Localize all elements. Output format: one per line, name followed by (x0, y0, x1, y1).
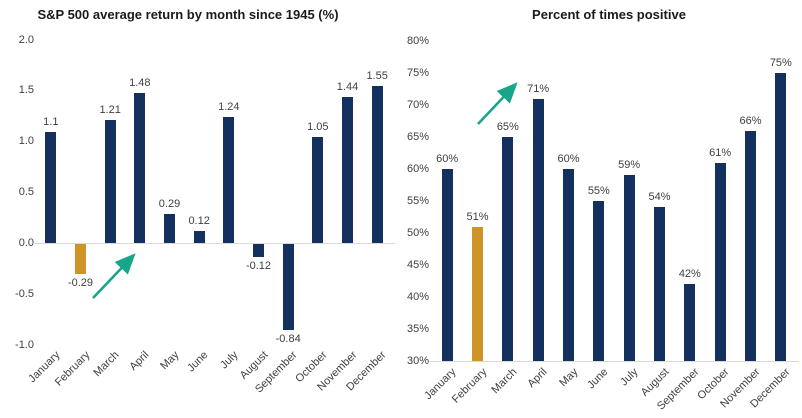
bar-april (532, 98, 544, 361)
bar-july (223, 117, 235, 244)
chart-title: Percent of times positive (532, 7, 686, 22)
y-axis-tick-label: 70% (406, 98, 429, 111)
bar-value-label: 66% (739, 114, 762, 127)
bar-value-label: 1.55 (366, 69, 388, 82)
bar-january (45, 131, 57, 244)
bar-value-label: 51% (466, 210, 489, 223)
bar-july (623, 175, 635, 361)
bar-december (371, 85, 383, 244)
bar-value-label: 65% (496, 121, 519, 133)
y-axis-tick-label: 60% (406, 162, 429, 175)
y-axis-tick-label: 65% (406, 130, 429, 143)
bar-value-label: 42% (678, 268, 701, 281)
bar-june (593, 201, 605, 361)
percent-positive-chart: Percent of times positive 80% 75% 70% 65% 60… (400, 0, 802, 418)
y-axis-tick-label: 35% (406, 322, 429, 335)
bar-value-label: 1.44 (336, 80, 359, 93)
bar-march (104, 120, 116, 244)
bar-value-label: 1.1 (43, 115, 59, 128)
bar-june (193, 231, 205, 244)
x-axis-line (429, 361, 799, 362)
bar-august (253, 244, 264, 257)
bar-value-label: -0.84 (275, 332, 301, 345)
bar-value-label: 59% (618, 159, 641, 172)
y-axis-tick-label: 45% (406, 258, 429, 271)
bar-january (441, 169, 453, 361)
y-axis-tick-label: 75% (406, 66, 429, 79)
y-axis-tick-label: 80% (406, 34, 429, 47)
y-axis-tick-label: 0.5 (18, 186, 34, 198)
bar-april (134, 92, 146, 244)
bar-value-label: -0.12 (245, 259, 272, 272)
bar-february (472, 226, 483, 361)
bar-august (654, 207, 665, 361)
bar-may (164, 213, 175, 244)
y-axis-tick-label: 40% (406, 290, 429, 303)
bar-november (342, 96, 353, 244)
bar-march (502, 137, 514, 361)
bar-october (714, 162, 726, 361)
bar-value-label: 0.29 (158, 197, 181, 210)
bar-february (75, 244, 86, 274)
bar-value-label: 0.12 (188, 215, 210, 228)
bar-december (775, 73, 787, 361)
chart-title: S&P 500 average return by month since 19… (37, 7, 339, 22)
bar-value-label: 61% (709, 146, 732, 159)
bar-september (684, 284, 696, 361)
bar-value-label: 71% (527, 82, 550, 95)
y-axis-tick-label: 30% (406, 354, 429, 367)
bar-value-label: 1.48 (129, 76, 151, 89)
y-axis-tick-label: 55% (406, 194, 429, 207)
y-axis-tick-label: 1.5 (18, 84, 34, 97)
bar-november (745, 130, 756, 361)
bar-value-label: 60% (557, 153, 580, 165)
bar-september (282, 244, 294, 330)
y-axis-tick-label: -0.5 (15, 287, 34, 300)
bar-value-label: -0.29 (67, 276, 94, 289)
bar-value-label: 54% (648, 191, 671, 204)
y-axis-tick-label: 1.0 (18, 135, 34, 148)
bar-value-label: 55% (587, 185, 610, 197)
bar-value-label: 1.05 (307, 120, 329, 133)
bar-october (312, 136, 324, 244)
y-axis-tick-label: 0.0 (18, 236, 34, 249)
y-axis-tick-label: 2.0 (18, 33, 34, 46)
x-axis-line (33, 243, 395, 245)
bar-value-label: 60% (436, 153, 459, 165)
bar-value-label: 1.21 (99, 104, 121, 117)
y-axis-tick-label: -1.0 (15, 338, 34, 351)
bar-value-label: 75% (769, 57, 792, 69)
avg-return-by-month-chart: S&P 500 average return by month since 19… (0, 0, 400, 418)
bar-may (563, 169, 574, 361)
bar-value-label: 1.24 (218, 101, 240, 114)
y-axis-tick-label: 50% (406, 226, 429, 239)
